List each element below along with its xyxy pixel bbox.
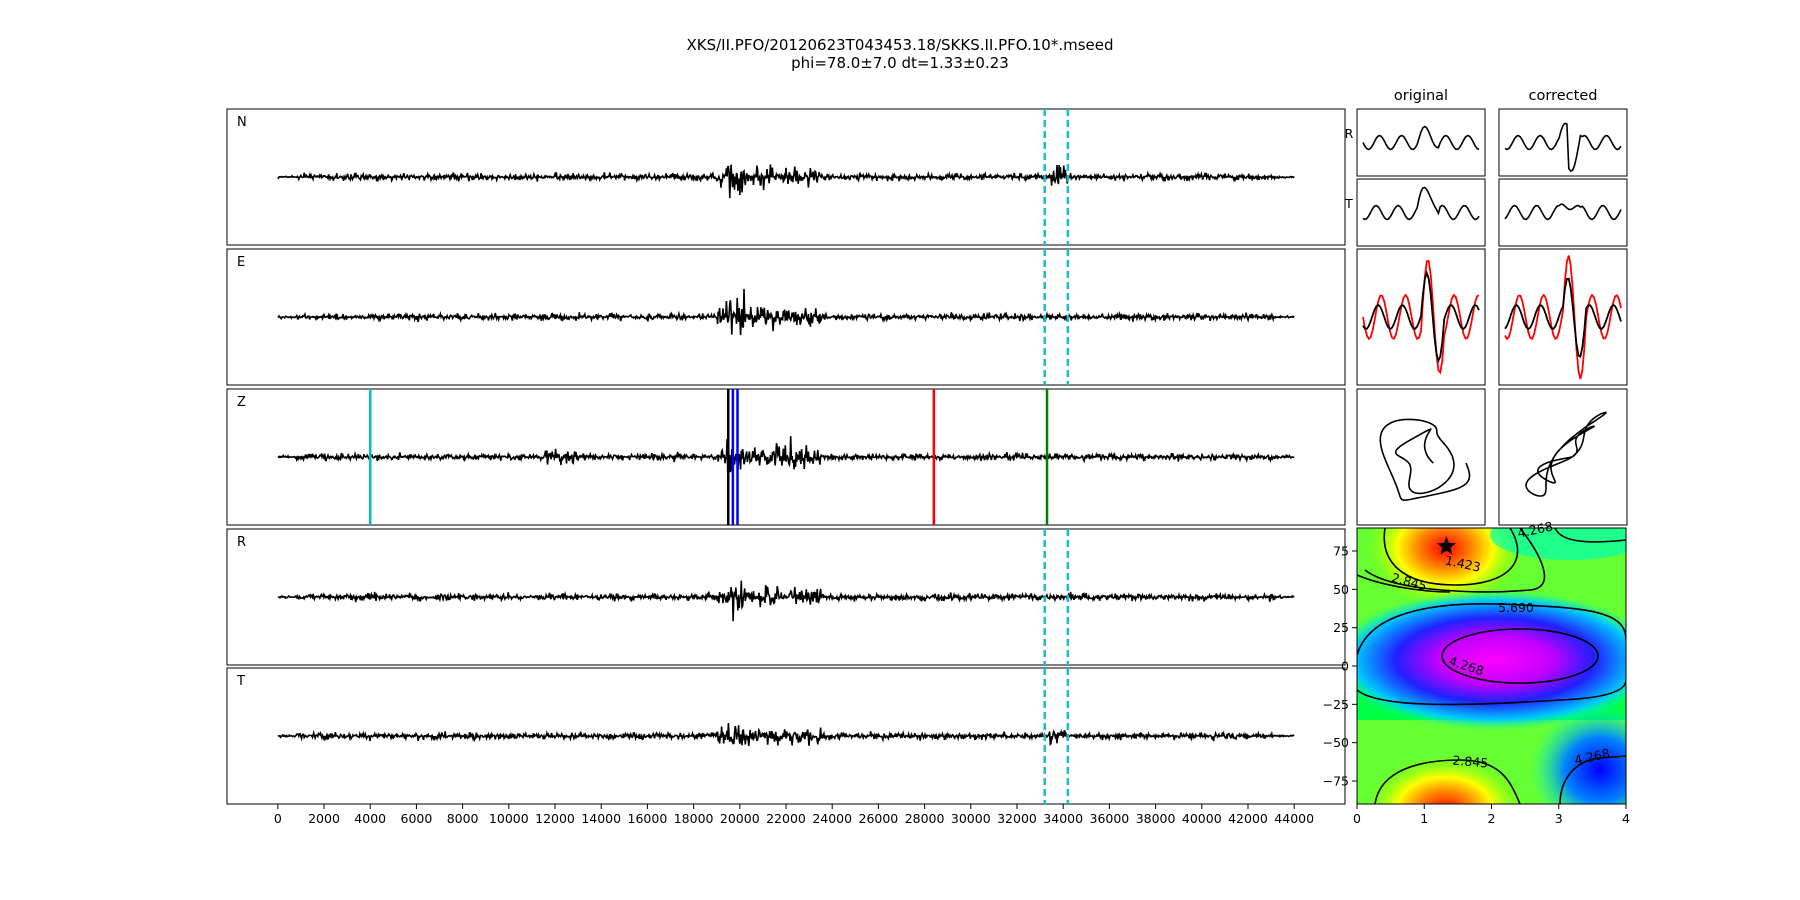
seismogram-trace — [277, 436, 1295, 473]
contour-label: 5.690 — [1498, 600, 1534, 615]
panel-frame — [1498, 388, 1628, 526]
x-tick-label: 36000 — [1090, 811, 1130, 826]
x-tick-label: 4 — [1622, 811, 1630, 826]
x-tick-label: 26000 — [859, 811, 899, 826]
panel-label: R — [237, 535, 246, 550]
x-tick-label: 4000 — [354, 811, 386, 826]
y-tick-label: −25 — [1323, 697, 1349, 712]
star-icon — [1436, 536, 1456, 555]
waveform-trace — [1504, 122, 1622, 173]
seismogram-trace — [277, 164, 1295, 199]
seismogram-trace — [277, 723, 1295, 747]
seismogram-trace — [277, 288, 1295, 336]
x-tick-label: 3 — [1555, 811, 1563, 826]
trace-panel-E: E — [226, 248, 1346, 386]
waveform-trace — [1362, 186, 1480, 221]
panel-frame — [1356, 108, 1486, 177]
particle-motion-panel — [1356, 178, 1486, 247]
x-tick-label: 2 — [1488, 811, 1496, 826]
y-tick-label: 50 — [1333, 582, 1349, 597]
figure-title: XKS/II.PFO/20120623T043453.18/SKKS.II.PF… — [686, 36, 1114, 54]
x-tick-label: 0 — [1353, 811, 1361, 826]
panel-label: N — [237, 115, 247, 130]
x-tick-label: 14000 — [581, 811, 621, 826]
x-tick-label: 22000 — [766, 811, 806, 826]
x-tick-label: 6000 — [401, 811, 433, 826]
x-tick-label: 42000 — [1228, 811, 1268, 826]
particle-motion-panel — [1356, 248, 1486, 386]
row-label: R — [1345, 126, 1354, 141]
column-title: corrected — [1529, 88, 1598, 104]
trace-panel-N: N — [226, 108, 1346, 246]
contour-line — [1374, 759, 1521, 804]
waveform-trace — [1362, 125, 1480, 151]
y-tick-label: −75 — [1323, 774, 1349, 789]
x-tick-label: 2000 — [308, 811, 340, 826]
particle-motion-panel — [1356, 108, 1486, 177]
contour-label: 4.268 — [1516, 519, 1554, 541]
row-label: T — [1344, 196, 1353, 211]
overlay-trace — [1362, 270, 1480, 364]
x-tick-label: 10000 — [489, 811, 529, 826]
particle-motion-trace — [1379, 418, 1471, 502]
overlay-trace — [1504, 255, 1622, 380]
x-tick-label: 34000 — [1043, 811, 1083, 826]
x-tick-label: 24000 — [812, 811, 852, 826]
y-tick-label: 25 — [1333, 620, 1349, 635]
contour-label: 2.845 — [1452, 752, 1489, 770]
x-tick-label: 0 — [274, 811, 282, 826]
y-tick-label: −50 — [1323, 735, 1349, 750]
x-tick-label: 18000 — [674, 811, 714, 826]
waveform-trace — [1504, 203, 1622, 221]
column-title: original — [1394, 88, 1448, 104]
figure-subtitle: phi=78.0±7.0 dt=1.33±0.23 — [791, 54, 1009, 72]
trace-panel-R: R — [226, 528, 1346, 666]
contour-label: 1.423 — [1444, 553, 1482, 575]
x-tick-label: 40000 — [1182, 811, 1222, 826]
contour-line — [1364, 528, 1546, 593]
x-tick-label: 28000 — [905, 811, 945, 826]
y-tick-label: 75 — [1333, 544, 1349, 559]
x-tick-label: 16000 — [628, 811, 668, 826]
panel-label: E — [237, 255, 245, 270]
particle-motion-panel — [1498, 108, 1628, 177]
contour-line — [1441, 628, 1599, 684]
contour-line — [1554, 528, 1626, 543]
contour-line — [1383, 528, 1519, 586]
x-tick-label: 30000 — [951, 811, 991, 826]
x-tick-label: 32000 — [997, 811, 1037, 826]
seismogram-trace — [277, 580, 1295, 622]
overlay-trace — [1504, 277, 1622, 359]
particle-motion-panel — [1356, 388, 1486, 526]
x-tick-label: 44000 — [1274, 811, 1314, 826]
x-tick-label: 1 — [1420, 811, 1428, 826]
trace-panel-T: T — [226, 667, 1346, 805]
x-tick-label: 38000 — [1136, 811, 1176, 826]
trace-panel-Z: Z — [226, 388, 1346, 526]
panel-frame — [1498, 108, 1628, 177]
y-tick-label: 0 — [1341, 659, 1349, 674]
particle-motion-trace — [1525, 411, 1607, 497]
particle-motion-panel — [1498, 248, 1628, 386]
x-tick-label: 12000 — [535, 811, 575, 826]
panel-frame — [1356, 178, 1486, 247]
contour-line — [1559, 755, 1626, 804]
particle-motion-panel — [1498, 388, 1628, 526]
particle-motion-panel — [1498, 178, 1628, 247]
overlay-trace — [1362, 259, 1480, 375]
panel-label: Z — [237, 395, 246, 410]
contour-line — [1357, 603, 1626, 656]
panel-frame — [1498, 248, 1628, 386]
panel-label: T — [236, 674, 245, 689]
x-tick-label: 8000 — [447, 811, 479, 826]
contour-label: 4.268 — [1573, 746, 1611, 768]
x-tick-label: 20000 — [720, 811, 760, 826]
panel-frame — [1356, 388, 1486, 526]
